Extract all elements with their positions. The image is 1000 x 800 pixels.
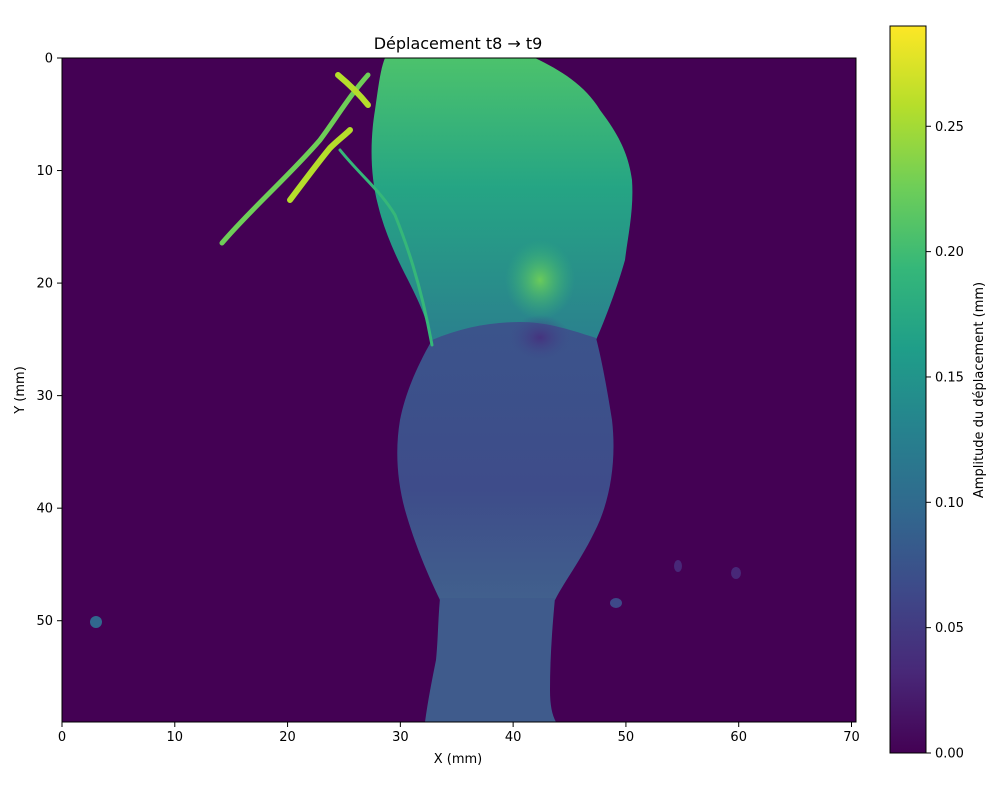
x-tick-label: 60 [730,730,747,745]
y-tick-label: 20 [36,277,53,292]
colorbar-tick-label: 0.25 [935,120,964,135]
colorbar-tick-label: 0.00 [935,747,964,762]
colorbar-tick-label: 0.20 [935,245,964,260]
branch-link [338,148,434,347]
y-tick-label: 0 [45,52,53,67]
x-tick-label: 40 [505,730,522,745]
low-spot [510,315,570,360]
colorbar-label: Amplitude du déplacement (mm) [972,282,987,498]
isolated-spot-right [610,598,622,608]
colorbar [889,25,927,754]
specimen-middle-body [397,322,614,600]
y-tick-label: 50 [36,614,53,629]
isolated-spot-far-right [731,567,741,579]
branch-tip [335,72,371,108]
y-axis-ticks: 0 10 20 30 40 50 [36,52,62,629]
branch-upper [219,72,371,246]
y-tick-label: 40 [36,502,53,517]
x-tick-label: 0 [58,730,66,745]
isolated-spot-left [90,616,102,628]
y-tick-label: 10 [36,164,53,179]
x-axis-ticks: 0 10 20 30 40 50 60 70 [58,722,860,745]
colorbar-ticks: 0.00 0.05 0.10 0.15 0.20 0.25 [926,120,964,762]
colorbar-tick-label: 0.10 [935,496,964,511]
x-tick-label: 20 [279,730,296,745]
x-tick-label: 50 [618,730,635,745]
colorbar-tick-label: 0.05 [935,621,964,636]
isolated-spot-mid-right [674,560,682,572]
x-axis-label: X (mm) [434,752,483,767]
y-axis-label: Y (mm) [13,366,28,415]
x-tick-label: 30 [392,730,409,745]
specimen-lower-neck [425,598,556,722]
plot-area [62,58,856,722]
plot-frame [61,57,857,723]
branch-lower [287,127,353,203]
x-tick-label: 70 [843,730,860,745]
x-tick-label: 10 [167,730,184,745]
hot-spot [505,240,575,320]
chart-title: Déplacement t8 → t9 [374,34,543,53]
colorbar-tick-label: 0.15 [935,370,964,385]
y-tick-label: 30 [36,389,53,404]
